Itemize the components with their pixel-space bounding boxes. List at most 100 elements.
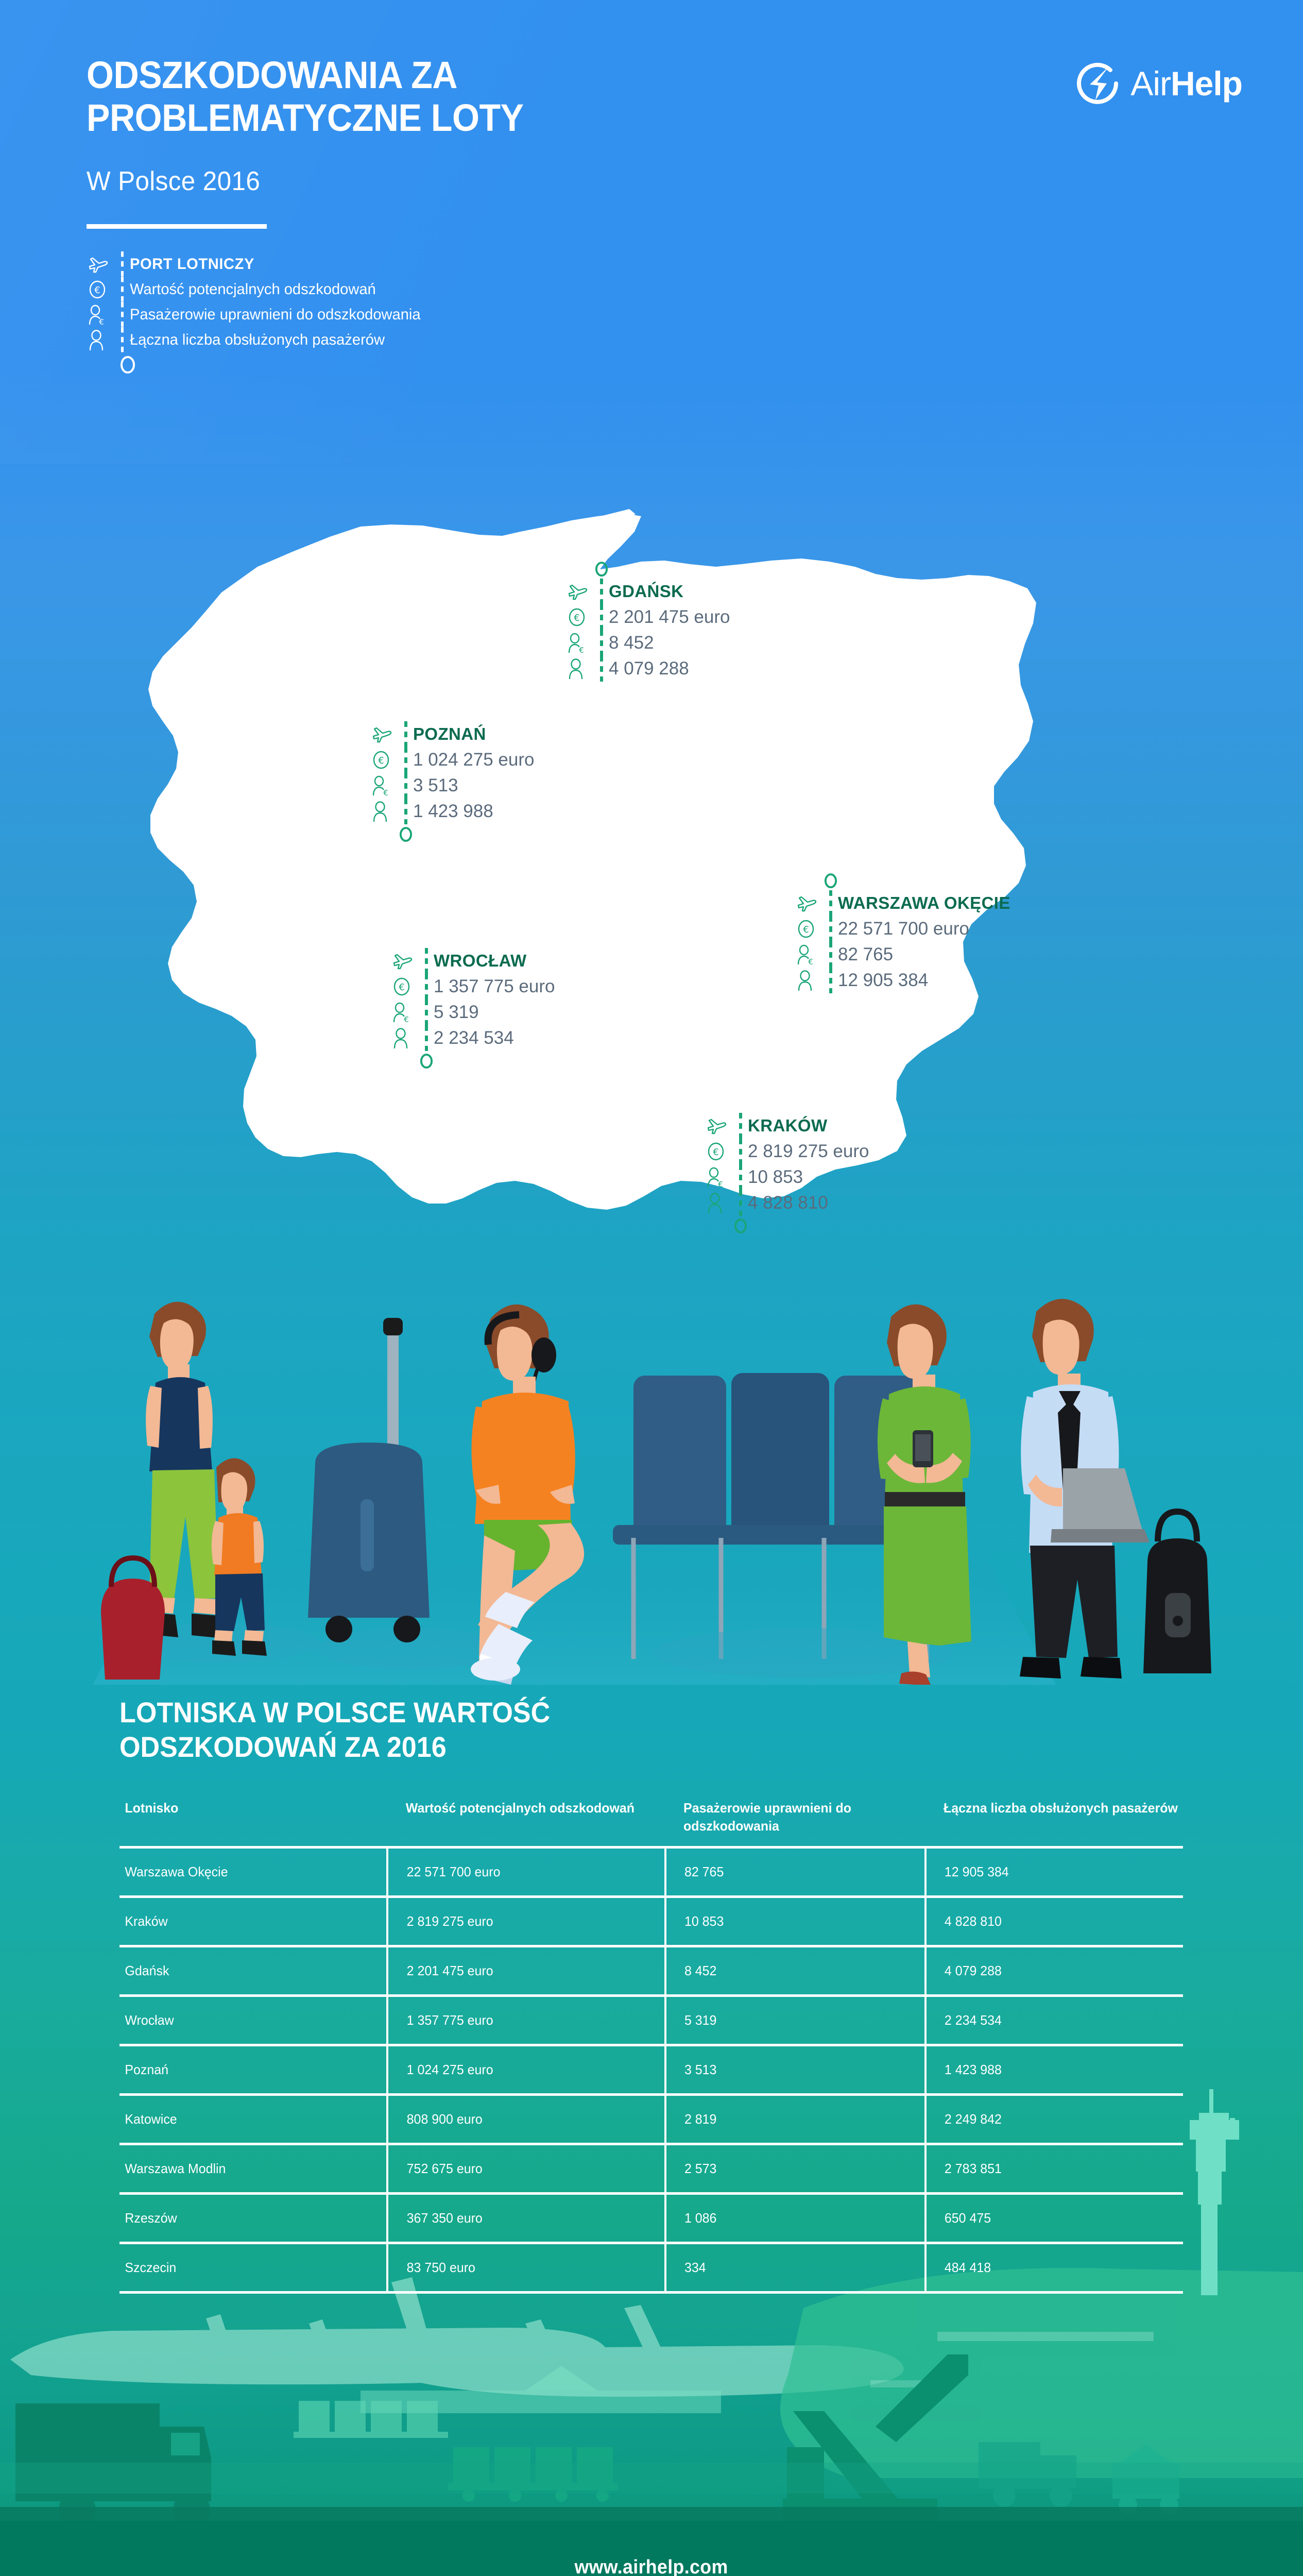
traveller-woman-with-child [101,1301,267,1680]
callout-row-passengers: 12 905 384 [796,968,1010,993]
legend: PORT LOTNICZY € Wartość potencjalnych od… [88,251,430,379]
callout-row-name: WROCŁAW [391,948,555,974]
callout-dotted-divider [733,1164,748,1190]
callout-eligible-value: 5 319 [434,1002,479,1022]
callout-wroclaw: WROCŁAW € 1 357 775 euro € 5 319 [391,948,555,1072]
logo-help-text: Help [1170,64,1243,103]
callout-dotted-divider [733,1139,748,1164]
airports-table-section: LOTNISKA W POLSCE WARTOŚĆ ODSZKODOWAŃ ZA… [0,1695,1303,2294]
callout-eligible-value: 8 452 [609,633,654,653]
cell-compensation: 1 357 775 euro [391,1994,660,2045]
callout-dotted-divider [594,579,609,604]
callout-gdansk: GDAŃSK € 2 201 475 euro € 8 452 [567,559,730,682]
cell-passengers: 484 418 [930,2242,1178,2294]
legend-item-label: PORT LOTNICZY [130,255,254,273]
passenger-euro-icon: € [706,1166,733,1188]
passenger-icon [706,1192,733,1214]
callout-dotted-divider [594,604,609,630]
airhelp-logo[interactable]: AirHelp [1073,60,1243,107]
legend-dotted-divider [114,302,130,327]
callout-pin-bottom [706,1214,869,1236]
callout-passengers-value: 2 234 534 [434,1028,514,1048]
svg-text:€: € [574,613,579,623]
callout-eligible-value: 3 513 [413,775,458,795]
cell-compensation: 2 201 475 euro [391,1945,660,1996]
callout-dotted-divider [419,1025,434,1051]
website-url[interactable]: www.airhelp.com [574,2556,729,2576]
svg-text:€: € [718,1180,723,1188]
callout-dotted-divider [399,799,413,824]
legend-item-label: Wartość potencjalnych odszkodowań [130,280,376,298]
callout-row-eligible: € 8 452 [567,630,730,656]
legend-dotted-divider [114,251,130,277]
svg-text:€: € [99,317,104,326]
passenger-euro-icon: € [796,944,824,965]
callout-airport-name: GDAŃSK [609,582,684,601]
cell-compensation: 1 024 275 euro [391,2044,660,2095]
table-title-line1: LOTNISKA W POLSCE WARTOŚĆ [119,1696,551,1728]
callout-row-compensation: € 1 024 275 euro [371,747,534,773]
cell-passengers: 4 828 810 [930,1895,1178,1946]
airplane-icon [371,725,399,743]
callout-dotted-divider [419,999,434,1025]
callout-dotted-divider [419,948,434,974]
svg-text:€: € [713,1147,718,1158]
legend-dotted-divider [114,327,130,352]
column-header-passengers: Łączna liczba obsłużonych pasażerów [943,1800,1178,1816]
callout-dotted-divider [824,968,838,993]
cell-eligible: 334 [670,2242,920,2294]
callout-compensation-value: 2 201 475 euro [609,607,730,627]
map-pin-icon [733,1214,748,1236]
callout-eligible-value: 10 853 [748,1167,803,1187]
callout-row-eligible: € 5 319 [391,999,555,1025]
passenger-euro-icon: € [371,775,399,796]
logo-air-text: Air [1130,64,1171,103]
callout-passengers-value: 12 905 384 [838,970,929,990]
callout-pin-bottom [371,822,534,845]
cell-airport: Warszawa Modlin [125,2143,382,2194]
euro-coin-icon: € [371,750,399,770]
rolling-suitcase [308,1318,430,1642]
callout-row-passengers: 4 079 288 [567,656,730,682]
svg-text:€: € [94,285,100,296]
table-row: Warszawa Okęcie 22 571 700 euro 82 765 1… [119,1846,1183,1897]
cell-eligible: 82 765 [670,1846,920,1897]
cell-airport: Kraków [125,1895,382,1946]
callout-eligible-value: 82 765 [838,944,894,964]
table-row: Wrocław 1 357 775 euro 5 319 2 234 534 [119,1994,1183,2045]
table-title: LOTNISKA W POLSCE WARTOŚĆ ODSZKODOWAŃ ZA… [119,1695,886,1764]
callout-dotted-divider [824,916,838,942]
passenger-icon [567,658,594,680]
airport-seats [613,1373,953,1659]
airplane-icon [391,952,419,970]
airplane-icon [88,255,114,274]
passenger-icon [371,801,399,822]
column-header-eligible: Pasażerowie uprawnieni do odszkodowania [683,1800,852,1834]
cell-airport: Katowice [125,2093,382,2144]
cell-eligible: 5 319 [670,1994,920,2045]
cell-compensation: 83 750 euro [391,2242,660,2294]
cell-compensation: 367 350 euro [391,2192,660,2243]
airplane-icon [706,1116,733,1135]
table-row: Gdańsk 2 201 475 euro 8 452 4 079 288 [119,1945,1183,1996]
callout-dotted-divider [824,890,838,916]
table-row: Szczecin 83 750 euro 334 484 418 [119,2242,1183,2294]
map-pin-icon [419,1049,434,1072]
euro-coin-icon: € [391,976,419,997]
page-title-line2: PROBLEMATYCZNE LOTY [87,96,524,139]
column-header-airport: Lotnisko [125,1800,179,1816]
page-title: ODSZKODOWANIA ZA PROBLEMATYCZNE LOTY [87,54,524,140]
airplane-icon [567,582,594,601]
title-divider [87,224,267,229]
control-tower-silhouette [1179,2089,1246,2298]
cell-passengers: 2 783 851 [930,2143,1178,2194]
passenger-icon [796,970,824,991]
callout-compensation-value: 2 819 275 euro [748,1141,869,1161]
callout-row-passengers: 1 423 988 [371,799,534,824]
table-row: Poznań 1 024 275 euro 3 513 1 423 988 [119,2044,1183,2095]
euro-coin-icon: € [567,607,594,628]
poland-map [0,397,1303,1406]
callout-dotted-divider [419,974,434,999]
callout-airport-name: WROCŁAW [434,951,527,970]
